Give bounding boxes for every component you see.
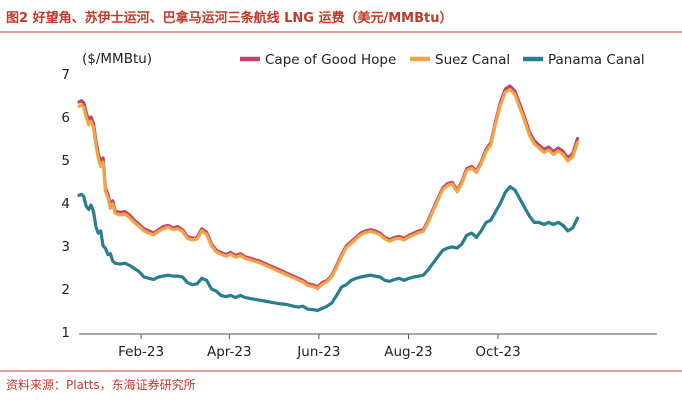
series-line-cape bbox=[77, 84, 580, 289]
x-axis-ticks: Feb-23 Apr-23 Jun-23 Aug-23 Oct-23 bbox=[118, 334, 521, 360]
chart-title: 图2 好望角、苏伊士运河、巴拿马运河三条航线 LNG 运费（美元/MMBtu） bbox=[6, 10, 452, 26]
source-note: 资料来源：Platts，东海证券研究所 bbox=[6, 377, 196, 392]
y-tick-label-4: 4 bbox=[61, 196, 70, 212]
x-tick-label-Feb-23: Feb-23 bbox=[118, 344, 164, 360]
y-tick-label-7: 7 bbox=[61, 67, 70, 83]
y-tick-label-3: 3 bbox=[61, 239, 70, 255]
y-tick-label-5: 5 bbox=[61, 153, 70, 169]
y-tick-label-1: 1 bbox=[61, 325, 70, 341]
x-tick-label-Apr-23: Apr-23 bbox=[207, 344, 252, 360]
x-tick-label-Aug-23: Aug-23 bbox=[384, 344, 432, 360]
legend: Cape of Good Hope Suez Canal Panama Cana… bbox=[240, 52, 645, 68]
legend-label-panama: Panama Canal bbox=[548, 52, 645, 68]
series-line-suez bbox=[77, 87, 580, 291]
y-axis-ticks: 1 2 3 4 5 6 7 bbox=[61, 67, 70, 341]
x-tick-label-Jun-23: Jun-23 bbox=[296, 344, 340, 360]
legend-label-cape: Cape of Good Hope bbox=[265, 52, 396, 68]
series-lines bbox=[77, 84, 580, 313]
series-line-panama bbox=[77, 185, 580, 313]
legend-label-suez: Suez Canal bbox=[435, 52, 510, 68]
x-tick-label-Oct-23: Oct-23 bbox=[475, 344, 520, 360]
y-axis-label: ($/MMBtu) bbox=[82, 51, 152, 67]
y-tick-label-2: 2 bbox=[61, 282, 70, 298]
y-tick-label-6: 6 bbox=[61, 110, 70, 126]
